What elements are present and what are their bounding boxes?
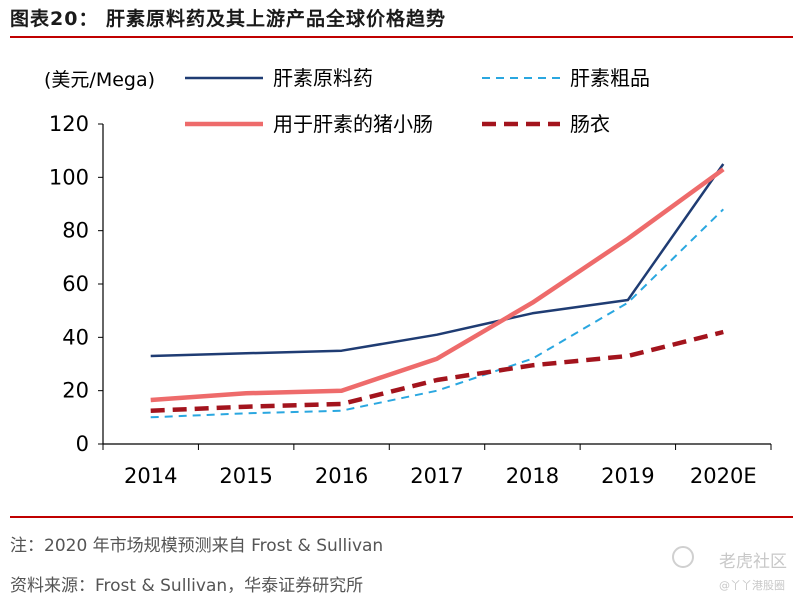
chart-ticks: 0 20 40 60 80 100 120 2014 2015 2016 2017 2018 2019 2… [49, 112, 772, 488]
y-tick-label: 0 [76, 432, 89, 456]
y-tick-label: 20 [62, 379, 89, 403]
bottom-divider [10, 516, 793, 518]
x-tick-label: 2014 [124, 464, 177, 488]
top-divider [10, 36, 793, 38]
x-tick-label: 2019 [601, 464, 654, 488]
legend-label-1: 肝素原料药 [273, 66, 373, 90]
figure-title: 图表20： 肝素原料药及其上游产品全球价格趋势 [10, 8, 447, 30]
watermark-text: 老虎社区 [719, 552, 787, 572]
figure-source: 资料来源：Frost & Sullivan，华泰证券研究所 [10, 576, 364, 596]
watermark-icon [672, 546, 694, 568]
series-line-1 [150, 163, 725, 358]
x-tick-label: 2018 [506, 464, 559, 488]
legend-label-3: 用于肝素的猪小肠 [273, 112, 433, 136]
y-tick-label: 120 [49, 112, 89, 136]
x-tick-label: 2016 [315, 464, 368, 488]
x-tick-label: 2017 [410, 464, 463, 488]
y-tick-label: 100 [49, 165, 89, 189]
x-tick-label: 2015 [219, 464, 272, 488]
y-tick-label: 60 [62, 272, 89, 296]
series-line-2 [150, 208, 724, 419]
chart-lines [150, 163, 725, 419]
figure-note: 注：2020 年市场规模预测来自 Frost & Sullivan [10, 536, 384, 556]
watermark-subtext: @丫丫港股圈 [719, 579, 785, 592]
y-tick-label: 40 [62, 325, 89, 349]
legend-label-2: 肝素粗品 [570, 66, 650, 90]
y-tick-label: 80 [62, 219, 89, 243]
legend-label-4: 肠衣 [570, 112, 610, 136]
y-axis-label: (美元/Mega) [44, 69, 155, 91]
line-chart: 0 20 40 60 80 100 120 2014 2015 2016 2017 2018 2019 2… [44, 66, 772, 488]
x-tick-label: 2020E [690, 464, 757, 488]
series-line-3 [150, 167, 725, 403]
series-line-4 [150, 329, 724, 413]
